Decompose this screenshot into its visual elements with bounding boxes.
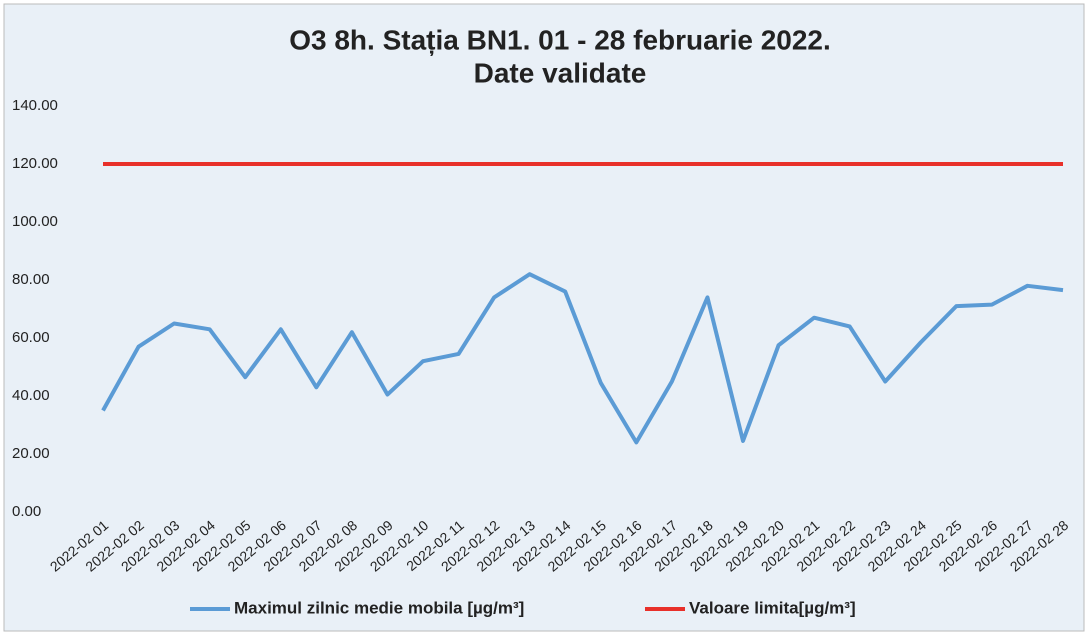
y-tick-label: 80.00 <box>12 271 50 288</box>
legend-label: Valoare limita[µg/m³] <box>689 598 856 617</box>
y-tick-label: 100.00 <box>12 213 58 230</box>
legend-label: Maximul zilnic medie mobila [µg/m³] <box>234 598 524 617</box>
chart-title: Date validate <box>474 57 647 88</box>
y-tick-label: 40.00 <box>12 387 50 404</box>
y-tick-label: 60.00 <box>12 329 50 346</box>
y-tick-label: 20.00 <box>12 445 50 462</box>
chart-title: O3 8h. Stația BN1. 01 - 28 februarie 202… <box>289 24 831 55</box>
y-tick-label: 140.00 <box>12 97 58 114</box>
y-tick-label: 0.00 <box>12 503 41 520</box>
chart-background <box>3 3 1085 632</box>
y-tick-label: 120.00 <box>12 155 58 172</box>
series-line <box>101 272 1064 445</box>
